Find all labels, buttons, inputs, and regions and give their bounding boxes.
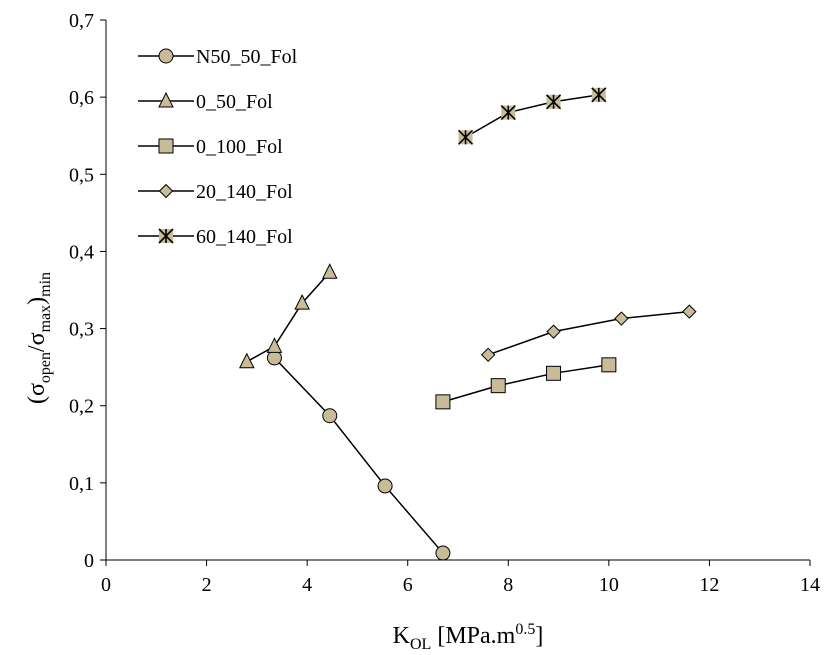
data-point — [490, 378, 506, 394]
x-axis-title: KOL [MPa.m0.5] — [393, 621, 544, 653]
y-axis-ticks: 0 0,1 0,2 0,3 0,4 0,5 0,6 0,7 — [69, 10, 106, 572]
x-tick-label: 10 — [599, 574, 619, 596]
series-line — [465, 94, 599, 138]
y-tick-label: 0,7 — [69, 10, 94, 32]
y-tick-label: 0,5 — [69, 164, 94, 186]
legend-item: N50_50_Fol — [138, 46, 298, 68]
plot-area — [238, 87, 697, 561]
axes-group — [105, 20, 810, 561]
data-point — [546, 324, 561, 339]
x-tick-label: 14 — [800, 574, 820, 596]
legend-label: 0_100_Fol — [196, 136, 283, 158]
data-point — [322, 408, 338, 424]
series-line — [487, 310, 690, 356]
data-point — [500, 105, 516, 121]
data-point — [435, 545, 451, 561]
series-20_140_Fol — [480, 304, 697, 363]
series-line — [246, 271, 331, 363]
legend-item: 60_140_Fol — [138, 226, 293, 248]
data-point — [591, 87, 607, 103]
legend-label: 0_50_Fol — [196, 91, 273, 113]
y-axis-title: (σopen/σmax)min — [24, 272, 54, 404]
series-N50_50_Fol — [266, 350, 451, 561]
x-tick-label: 2 — [202, 574, 212, 596]
data-point — [266, 337, 283, 353]
data-point — [377, 478, 393, 494]
legend-item: 0_50_Fol — [138, 91, 273, 113]
x-tick-label: 4 — [302, 574, 312, 596]
legend-label: 60_140_Fol — [196, 226, 293, 248]
legend-item: 0_100_Fol — [138, 136, 283, 158]
x-tick-label: 8 — [503, 574, 513, 596]
data-point — [480, 347, 496, 363]
x-axis-ticks: 0 2 4 6 8 10 12 14 — [101, 560, 820, 596]
data-point — [545, 94, 562, 110]
x-tick-label: 6 — [403, 574, 413, 596]
data-point — [546, 365, 562, 381]
legend-marker — [158, 138, 174, 154]
legend-item: 20_140_Fol — [138, 181, 293, 203]
data-point — [321, 263, 338, 279]
data-point — [435, 394, 451, 410]
y-tick-label: 0 — [84, 550, 94, 572]
data-point — [266, 350, 282, 366]
y-tick-label: 0,4 — [69, 241, 94, 263]
series-line — [442, 364, 609, 403]
series-0_100_Fol — [435, 357, 617, 410]
legend-label: 20_140_Fol — [196, 181, 293, 203]
data-point — [238, 352, 255, 369]
y-tick-label: 0,6 — [69, 87, 94, 109]
y-tick-label: 0,1 — [69, 473, 94, 495]
legend: N50_50_Fol 0_50_Fol 0_100_Fol 20_140_Fol 60_… — [138, 46, 298, 248]
y-tick-label: 0,2 — [69, 396, 94, 418]
x-tick-label: 12 — [699, 574, 719, 596]
data-point — [682, 304, 697, 319]
legend-label: N50_50_Fol — [196, 46, 298, 68]
data-point — [601, 357, 617, 373]
series-0_50_Fol — [238, 263, 338, 369]
legend-marker — [158, 48, 174, 64]
data-point — [457, 129, 474, 145]
legend-marker — [158, 228, 174, 244]
legend-marker — [158, 183, 174, 199]
series-60_140_Fol — [457, 87, 607, 145]
x-tick-label: 0 — [101, 574, 111, 596]
y-tick-label: 0,3 — [69, 319, 94, 341]
legend-marker — [158, 91, 174, 108]
series-line — [273, 357, 444, 554]
data-point — [614, 311, 629, 326]
data-point — [294, 293, 310, 310]
